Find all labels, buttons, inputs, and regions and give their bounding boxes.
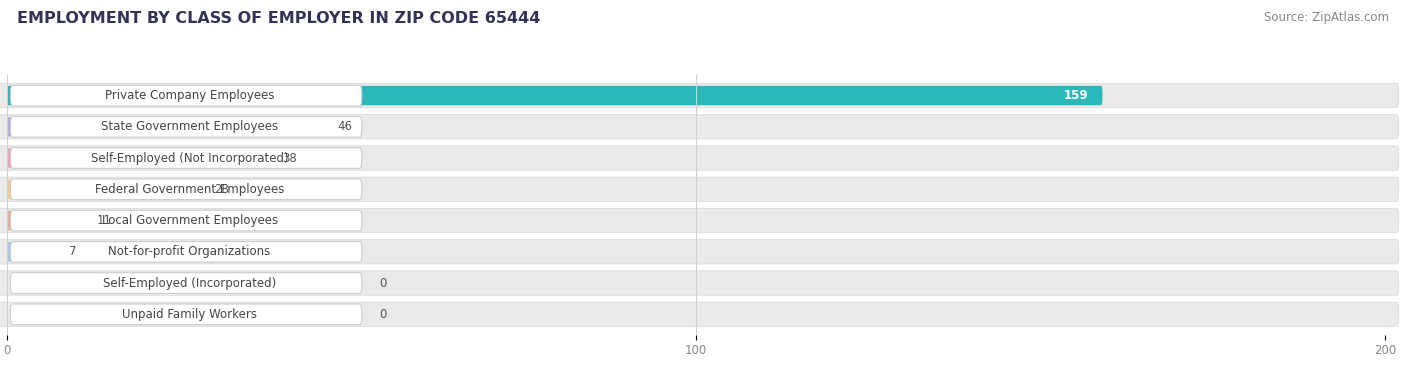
- Text: 28: 28: [214, 183, 229, 196]
- FancyBboxPatch shape: [7, 242, 55, 261]
- Text: Unpaid Family Workers: Unpaid Family Workers: [122, 308, 257, 321]
- Text: Source: ZipAtlas.com: Source: ZipAtlas.com: [1264, 11, 1389, 24]
- Text: 0: 0: [380, 277, 387, 290]
- FancyBboxPatch shape: [7, 149, 269, 168]
- Text: 159: 159: [1064, 89, 1088, 102]
- FancyBboxPatch shape: [0, 271, 1399, 295]
- Text: 0: 0: [380, 308, 387, 321]
- FancyBboxPatch shape: [10, 210, 361, 231]
- FancyBboxPatch shape: [7, 86, 1102, 105]
- Text: Private Company Employees: Private Company Employees: [105, 89, 274, 102]
- FancyBboxPatch shape: [10, 304, 361, 324]
- FancyBboxPatch shape: [10, 273, 361, 293]
- FancyBboxPatch shape: [7, 117, 323, 136]
- FancyBboxPatch shape: [0, 302, 1399, 326]
- Text: Local Government Employees: Local Government Employees: [101, 214, 277, 227]
- FancyBboxPatch shape: [10, 117, 361, 137]
- Text: 11: 11: [97, 214, 111, 227]
- FancyBboxPatch shape: [0, 115, 1399, 139]
- FancyBboxPatch shape: [10, 179, 361, 200]
- FancyBboxPatch shape: [10, 148, 361, 168]
- Text: Not-for-profit Organizations: Not-for-profit Organizations: [108, 245, 271, 258]
- FancyBboxPatch shape: [7, 211, 83, 230]
- Text: Self-Employed (Incorporated): Self-Employed (Incorporated): [103, 277, 276, 290]
- Text: 38: 38: [283, 152, 297, 165]
- Text: 46: 46: [337, 120, 353, 133]
- FancyBboxPatch shape: [10, 85, 361, 106]
- FancyBboxPatch shape: [7, 180, 200, 199]
- Text: Self-Employed (Not Incorporated): Self-Employed (Not Incorporated): [91, 152, 288, 165]
- Text: State Government Employees: State Government Employees: [101, 120, 278, 133]
- FancyBboxPatch shape: [0, 177, 1399, 202]
- FancyBboxPatch shape: [0, 146, 1399, 170]
- FancyBboxPatch shape: [0, 83, 1399, 108]
- FancyBboxPatch shape: [0, 240, 1399, 264]
- Text: Federal Government Employees: Federal Government Employees: [96, 183, 284, 196]
- Text: EMPLOYMENT BY CLASS OF EMPLOYER IN ZIP CODE 65444: EMPLOYMENT BY CLASS OF EMPLOYER IN ZIP C…: [17, 11, 540, 26]
- Text: 7: 7: [69, 245, 76, 258]
- FancyBboxPatch shape: [10, 241, 361, 262]
- FancyBboxPatch shape: [0, 208, 1399, 233]
